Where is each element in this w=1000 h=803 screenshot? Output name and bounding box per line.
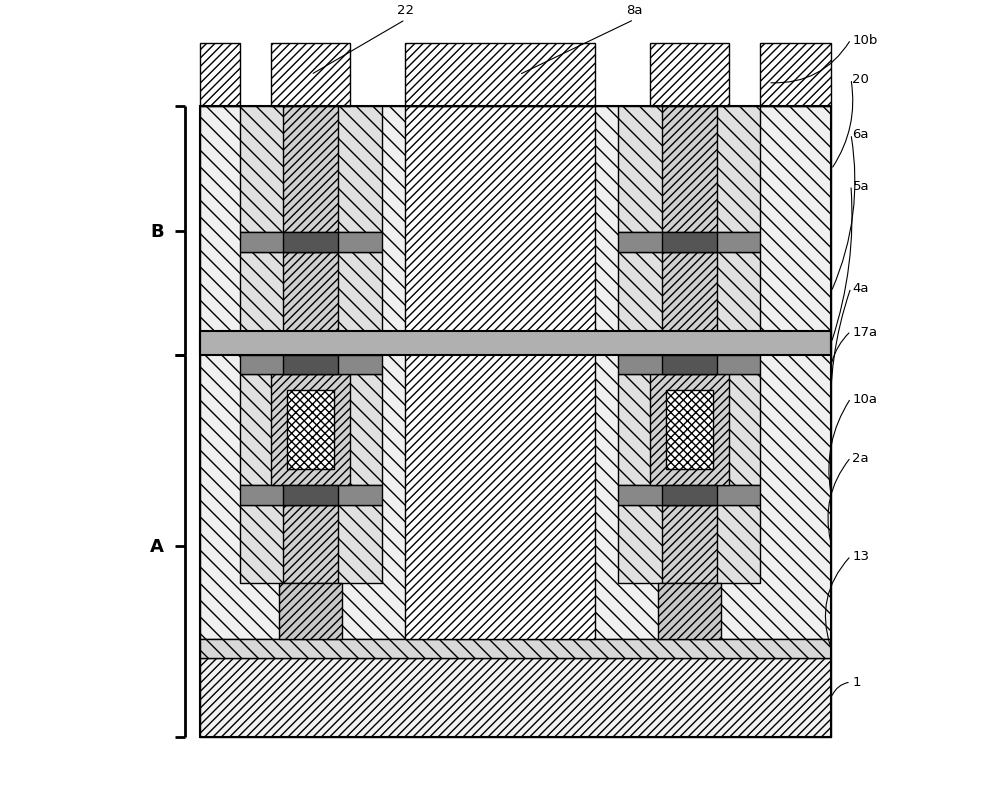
Bar (618, 253, 760, 332)
Text: 5a: 5a (852, 179, 869, 193)
Text: 6a: 6a (852, 128, 869, 141)
Text: 2a: 2a (852, 451, 869, 464)
Text: 17a: 17a (852, 325, 878, 338)
Text: 20: 20 (852, 73, 869, 86)
Text: 22: 22 (397, 4, 414, 17)
Bar (287, 391, 334, 470)
Bar (662, 233, 717, 253)
Bar (200, 107, 831, 638)
Bar (240, 253, 382, 332)
Bar (283, 505, 338, 584)
Bar (200, 44, 240, 107)
Bar (283, 355, 338, 375)
Bar (240, 505, 382, 584)
Bar (662, 485, 717, 505)
Bar (662, 253, 717, 332)
Text: 4a: 4a (852, 282, 869, 295)
Bar (283, 107, 338, 233)
Text: 10b: 10b (852, 34, 878, 47)
Bar (283, 253, 338, 332)
Text: 10a: 10a (852, 392, 877, 405)
Bar (662, 505, 717, 584)
Bar (271, 375, 350, 485)
Text: B: B (150, 222, 164, 240)
Bar (405, 107, 595, 638)
Bar (240, 233, 382, 253)
Bar (200, 658, 831, 737)
Bar (200, 638, 831, 658)
Bar (405, 44, 595, 107)
Bar (618, 375, 760, 485)
Bar (283, 485, 338, 505)
Bar (240, 107, 382, 233)
Bar (240, 375, 382, 485)
Bar (618, 233, 760, 253)
Bar (618, 355, 760, 375)
Bar (240, 355, 382, 375)
Bar (666, 391, 713, 470)
Bar (658, 584, 721, 638)
Bar (283, 233, 338, 253)
Bar (618, 505, 760, 584)
Text: 13: 13 (852, 549, 869, 563)
Bar (200, 107, 831, 737)
Bar (650, 375, 729, 485)
Text: A: A (150, 537, 164, 555)
Bar (618, 107, 760, 233)
Bar (279, 584, 342, 638)
Bar (240, 485, 382, 505)
Bar (662, 107, 717, 233)
Bar (618, 485, 760, 505)
Bar (662, 355, 717, 375)
Bar (200, 332, 831, 355)
Bar (760, 44, 831, 107)
Bar (650, 44, 729, 107)
Text: 1: 1 (852, 675, 861, 689)
Bar (271, 44, 350, 107)
Text: 8a: 8a (626, 4, 642, 17)
